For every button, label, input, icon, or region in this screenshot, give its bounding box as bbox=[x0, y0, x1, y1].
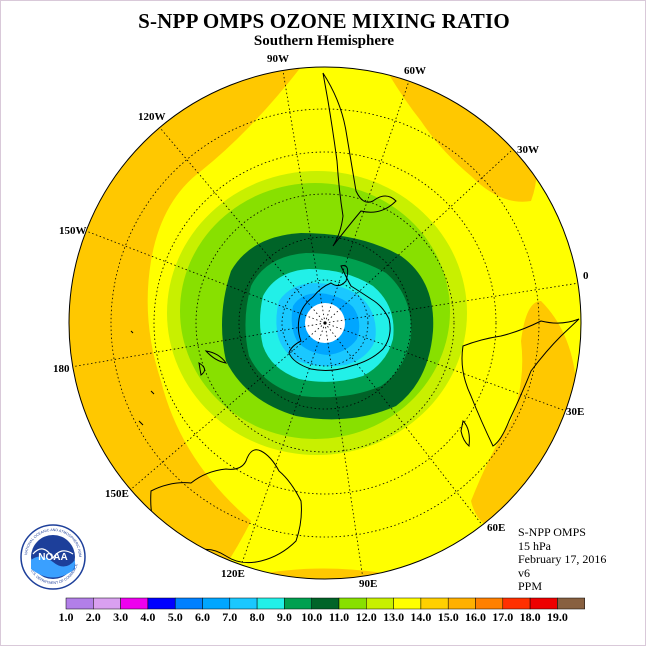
legend-tick-label: 9.0 bbox=[276, 610, 292, 624]
noaa-logo-text: NOAA bbox=[38, 552, 67, 563]
lon-label-60w: 60W bbox=[404, 65, 426, 77]
legend-tick-label: 11.0 bbox=[328, 610, 350, 624]
orange-region-southeast bbox=[471, 301, 576, 528]
legend-tick-label: 16.0 bbox=[465, 610, 486, 624]
legend-tick-label: 8.0 bbox=[249, 610, 265, 624]
antarctica-coast bbox=[288, 265, 391, 371]
map-subtitle: Southern Hemisphere bbox=[253, 33, 395, 49]
legend-box-14 bbox=[420, 597, 449, 610]
longitude-labels: 90W 60W 30W 0 30E 60E 90E 120E 150E 180 … bbox=[53, 53, 589, 590]
info-units: PPM bbox=[518, 579, 543, 594]
legend-tick-label: 18.0 bbox=[519, 610, 541, 624]
legend-box-5 bbox=[174, 597, 203, 610]
legend-tick-label: 7.0 bbox=[222, 610, 238, 624]
legend-box-13 bbox=[393, 597, 422, 610]
madagascar bbox=[460, 419, 470, 447]
lon-label-30w: 30W bbox=[517, 144, 539, 156]
legend-tick-label: 13.0 bbox=[383, 610, 405, 624]
orange-region-northwest bbox=[69, 67, 301, 579]
legend-box-17 bbox=[502, 597, 531, 610]
ozone-field bbox=[69, 67, 581, 579]
legend-box-4 bbox=[147, 597, 176, 610]
legend-tick-label: 5.0 bbox=[167, 610, 183, 624]
info-level: 15 hPa bbox=[518, 538, 551, 553]
latitude-circles bbox=[110, 108, 540, 538]
new-zealand bbox=[198, 350, 228, 376]
legend-tick-label: 14.0 bbox=[410, 610, 432, 624]
lon-label-180: 180 bbox=[53, 363, 70, 375]
africa-coast bbox=[461, 318, 580, 447]
noaa-logo: NOAA NATIONAL OCEANIC AND ATMOSPHERIC AD… bbox=[19, 524, 86, 590]
info-version: v6 bbox=[518, 565, 530, 580]
legend-tick-label: 15.0 bbox=[437, 610, 459, 624]
legend-tick-label: 1.0 bbox=[58, 610, 74, 624]
map-border bbox=[68, 66, 582, 580]
legend-tick-label: 6.0 bbox=[195, 610, 210, 624]
lon-label-60e: 60E bbox=[487, 522, 505, 534]
legend-tick-label: 12.0 bbox=[355, 610, 377, 624]
legend-box-9 bbox=[284, 597, 312, 610]
south-america-coast bbox=[322, 72, 397, 247]
legend-tick-label: 2.0 bbox=[85, 610, 101, 624]
legend-box-6 bbox=[202, 597, 231, 610]
lon-label-30e: 30E bbox=[566, 406, 584, 418]
lon-label-90e: 90E bbox=[359, 578, 377, 590]
pacific-islands bbox=[130, 330, 155, 426]
legend-box-3 bbox=[120, 597, 149, 610]
info-product: S-NPP OMPS bbox=[518, 525, 586, 539]
legend-box-19 bbox=[557, 597, 585, 610]
legend-tick-label: 19.0 bbox=[546, 610, 568, 624]
color-legend bbox=[65, 597, 585, 610]
legend-box-15 bbox=[447, 597, 476, 610]
lon-label-120w: 120W bbox=[138, 111, 166, 123]
lon-label-120e: 120E bbox=[221, 568, 245, 580]
lon-label-150e: 150E bbox=[105, 488, 129, 500]
info-date: February 17, 2016 bbox=[518, 552, 607, 567]
lon-label-150w: 150W bbox=[59, 225, 87, 237]
lon-label-90w: 90W bbox=[267, 53, 289, 65]
legend-boxes bbox=[65, 597, 585, 610]
product-info: S-NPP OMPS 15 hPa February 17, 2016 v6 P… bbox=[518, 525, 607, 594]
lon-label-0: 0 bbox=[583, 270, 589, 282]
legend-box-12 bbox=[366, 597, 394, 610]
orange-region-north bbox=[381, 67, 537, 202]
map-title: S-NPP OMPS OZONE MIXING RATIO bbox=[138, 9, 510, 33]
legend-tick-label: 17.0 bbox=[492, 610, 514, 624]
legend-box-10 bbox=[311, 597, 340, 610]
legend-box-2 bbox=[93, 597, 121, 610]
orange-region-south bbox=[251, 568, 405, 579]
legend-box-1 bbox=[65, 597, 94, 610]
legend-box-8 bbox=[256, 597, 285, 610]
legend-box-7 bbox=[229, 597, 258, 610]
legend-tick-label: 4.0 bbox=[140, 610, 156, 624]
legend-box-18 bbox=[529, 597, 558, 610]
legend-box-16 bbox=[475, 597, 504, 610]
legend-box-11 bbox=[338, 597, 367, 610]
legend-tick-label: 10.0 bbox=[301, 610, 323, 624]
legend-tick-label: 3.0 bbox=[113, 610, 129, 624]
